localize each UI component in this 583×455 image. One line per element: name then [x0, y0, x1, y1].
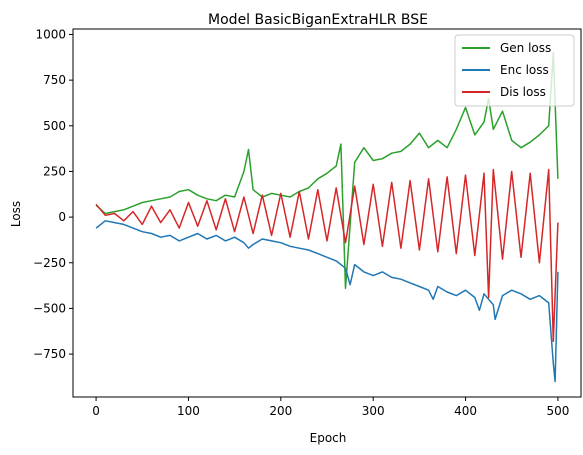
y-tick-label: −250: [33, 256, 66, 270]
y-tick-label: −500: [33, 301, 66, 315]
y-tick-label: 250: [43, 164, 66, 178]
legend-label: Dis loss: [500, 85, 546, 99]
y-tick-label: 500: [43, 119, 66, 133]
y-axis: −750 −500 −250 0 250 500 750 1000: [33, 27, 73, 361]
plot-frame: [72, 28, 582, 398]
legend-box: [454, 34, 575, 107]
x-axis: 0 100 200 300 400 500: [92, 397, 569, 418]
x-tick-label: 0: [92, 404, 100, 418]
x-tick-label: 100: [177, 404, 200, 418]
chart-title: Model BasicBiganExtraHLR BSE: [208, 12, 428, 28]
series-line-dis-loss: [95, 168, 559, 343]
legend-label: Gen loss: [500, 41, 551, 55]
x-tick-label: 400: [454, 404, 477, 418]
y-tick-label: 750: [43, 73, 66, 87]
y-axis-label: Loss: [9, 201, 23, 227]
x-axis-label: Epoch: [310, 431, 347, 445]
x-tick-label: 300: [362, 404, 385, 418]
series-line-enc-loss: [95, 220, 559, 383]
y-tick-label: −750: [33, 347, 66, 361]
legend: Gen loss Enc loss Dis loss: [454, 34, 575, 107]
y-tick-label: 1000: [35, 27, 66, 41]
x-tick-label: 200: [269, 404, 292, 418]
y-tick-label: 0: [58, 210, 66, 224]
legend-label: Enc loss: [500, 63, 549, 77]
x-tick-label: 500: [546, 404, 569, 418]
